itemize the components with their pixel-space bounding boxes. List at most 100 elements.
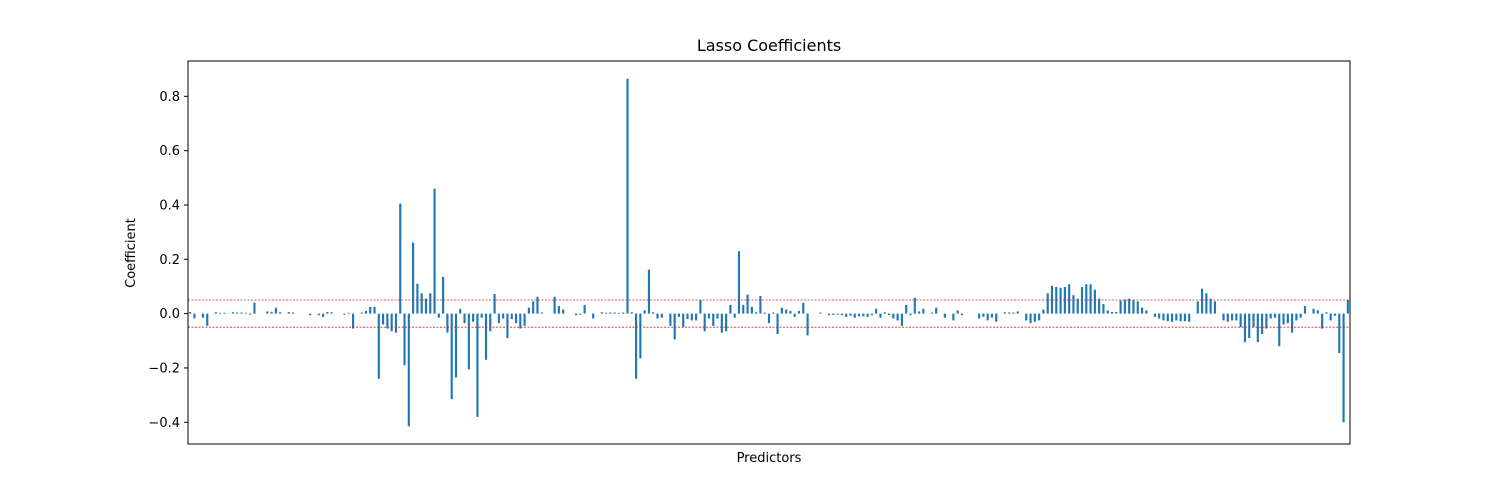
bar-90 [574,313,578,316]
bar-184 [978,313,981,319]
bar-158 [866,313,869,317]
bar-98 [609,312,612,314]
bar-152 [840,313,843,316]
bar-227 [1162,313,1165,321]
bar-220 [1132,300,1135,314]
bar-134 [763,312,766,314]
bar-101 [622,312,625,314]
bar-192 [1012,312,1015,314]
bar-136 [772,312,775,314]
bar-61 [450,313,453,400]
bar-52 [412,242,415,314]
bar-153 [845,313,848,317]
bar-60 [446,313,449,333]
bar-205 [1068,284,1071,314]
bar-15 [253,302,256,314]
bar-62 [454,313,458,378]
bar-133 [759,295,762,314]
bar-154 [849,313,852,316]
bar-59 [442,276,445,314]
bar-57 [433,188,436,314]
bar-8 [223,312,226,314]
bar-151 [836,313,839,315]
bar-51 [407,313,410,427]
bar-137 [776,313,779,334]
bar-92 [583,304,586,314]
bar-225 [1153,313,1156,317]
bar-99 [613,312,616,314]
bar-171 [922,308,925,314]
bar-178 [952,313,955,321]
bar-164 [892,313,895,319]
bar-104 [635,313,638,379]
bar-96 [600,312,603,314]
bar-243 [1231,313,1234,321]
y-tick-label-1: −0.2 [148,361,180,376]
bar-195 [1025,313,1028,321]
bar-264 [1321,313,1324,329]
bar-114 [677,313,681,317]
bar-33 [330,312,333,314]
bar-229 [1170,313,1174,322]
bar-209 [1085,284,1088,314]
bar-168 [909,313,912,316]
bar-196 [1029,313,1032,324]
bar-142 [797,310,801,314]
bar-3 [201,313,205,318]
bar-169 [913,297,916,314]
bar-126 [729,304,732,314]
bar-203 [1059,287,1062,314]
bar-193 [1016,311,1019,314]
bar-13 [244,312,247,314]
bar-186 [986,313,989,321]
bar-76 [514,313,518,324]
bar-221 [1136,301,1139,314]
bar-105 [639,313,642,359]
bar-217 [1119,300,1122,314]
bar-69 [484,313,488,360]
bar-123 [716,313,719,319]
bar-75 [510,313,513,320]
bar-219 [1128,298,1131,314]
bar-228 [1166,313,1169,322]
bar-129 [742,304,745,314]
bar-256 [1286,313,1289,324]
bar-223 [1145,310,1148,314]
bar-106 [643,310,646,314]
bar-191 [1008,312,1011,314]
bar-179 [956,310,959,314]
bar-155 [853,313,856,318]
bar-174 [935,307,938,314]
bar-79 [527,307,530,314]
bar-73 [502,313,505,319]
bar-230 [1175,313,1178,321]
bar-54 [420,293,423,314]
bar-14 [249,313,252,315]
y-axis-ticks: −0.4 −0.2 0.0 0.2 0.4 0.6 0.8 [148,90,188,431]
bar-1 [193,313,196,319]
bar-21 [279,312,282,314]
bar-173 [930,312,934,314]
bar-66 [472,313,475,322]
bar-139 [785,309,788,314]
bar-11 [236,312,239,314]
bar-245 [1239,313,1242,328]
bar-262 [1312,308,1315,314]
bar-260 [1303,306,1307,314]
bar-20 [274,307,277,314]
bar-197 [1033,313,1036,322]
bar-218 [1123,299,1126,314]
bar-132 [755,312,758,314]
bar-6 [214,312,217,314]
bar-215 [1110,311,1114,314]
bar-49 [399,203,402,314]
bar-251 [1265,313,1268,329]
bar-255 [1282,313,1285,325]
bar-100 [617,312,620,314]
bar-94 [592,313,595,319]
bar-212 [1098,298,1101,314]
bar-150 [832,313,835,315]
bar-127 [733,313,736,318]
bar-187 [990,313,994,318]
